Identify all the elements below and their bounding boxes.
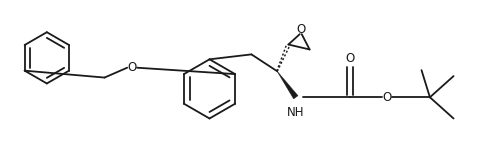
Polygon shape [277, 71, 298, 99]
Text: O: O [296, 23, 305, 36]
Text: O: O [128, 61, 137, 74]
Text: O: O [383, 91, 391, 104]
Text: NH: NH [287, 106, 305, 119]
Text: O: O [346, 52, 354, 65]
